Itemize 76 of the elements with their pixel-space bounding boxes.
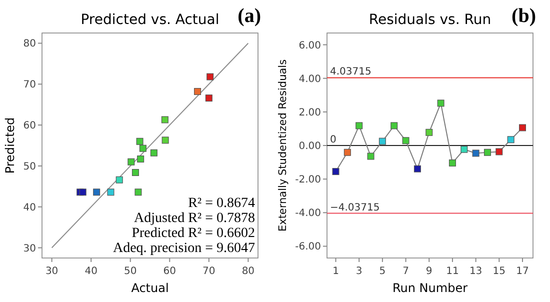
annotation: R² = 0.8674 [188, 196, 255, 211]
point [134, 188, 142, 196]
point [437, 100, 444, 107]
x-axis-title: Run Number [392, 281, 468, 295]
point [136, 138, 144, 145]
point [414, 165, 421, 172]
y-tick-label: -4.00 [295, 208, 321, 220]
point [161, 116, 168, 124]
point [139, 144, 146, 152]
point [448, 159, 456, 166]
x-tick-label: 7 [402, 266, 409, 277]
y-tick-label: -6.00 [295, 242, 321, 253]
point [484, 148, 491, 156]
point [93, 188, 100, 196]
point [378, 138, 386, 145]
text: (a) [238, 5, 261, 27]
y-tick-label: 2.00 [298, 107, 321, 118]
point [496, 148, 503, 156]
text: (b) [512, 5, 536, 27]
y-tick-label: -2.00 [295, 174, 321, 186]
point [402, 137, 410, 144]
point [344, 148, 351, 156]
y-axis-title: Predicted [3, 117, 17, 174]
x-tick-label: 30 [45, 266, 58, 277]
x-tick-label: 15 [492, 266, 506, 277]
point [150, 149, 158, 156]
point [162, 136, 169, 144]
point [426, 128, 433, 136]
point [132, 169, 139, 176]
point [507, 136, 514, 144]
ref-line-label: −4.03715 [330, 202, 380, 214]
x-tick-label: 9 [426, 266, 432, 277]
y-tick-label: 30 [23, 243, 36, 254]
y-tick-label: 4.00 [298, 74, 321, 85]
point [518, 124, 526, 132]
x-axis-title: Actual [131, 281, 169, 295]
x-tick-label: 11 [446, 266, 459, 277]
annotation: Predicted R² = 0.6602 [132, 226, 255, 241]
y-axis-title: Externally Studentized Residuals [277, 59, 289, 232]
point [194, 88, 202, 95]
ref-line-label: 0 [330, 134, 336, 146]
x-tick-label: 70 [202, 266, 216, 277]
point [356, 122, 363, 130]
x-tick-label: 17 [516, 266, 529, 277]
x-tick-label: 40 [84, 266, 98, 277]
x-tick-label: 5 [379, 266, 386, 277]
point [79, 188, 86, 196]
annotation: Adeq. precision = 9.6047 [112, 241, 255, 256]
x-tick-label: 3 [356, 266, 362, 277]
point [128, 158, 135, 166]
x-tick-label: 1 [332, 266, 339, 277]
x-tick-label: 13 [469, 266, 482, 277]
point [205, 94, 212, 102]
point [116, 176, 123, 184]
y-tick-label: 70 [23, 80, 36, 91]
point [460, 146, 468, 153]
point [332, 168, 340, 176]
chart-title: Residuals vs. Run [368, 12, 492, 28]
y-tick-label: 0.00 [298, 141, 321, 152]
chart-title: Predicted vs. Actual [80, 12, 220, 28]
point [206, 73, 214, 80]
point [137, 156, 144, 162]
point [367, 152, 374, 160]
y-tick-label: 80 [23, 38, 36, 50]
point [390, 122, 398, 130]
y-tick-label: 60 [23, 120, 36, 132]
x-tick-label: 60 [163, 266, 176, 277]
x-tick-label: 80 [242, 266, 255, 277]
point [472, 150, 480, 157]
annotation: Adjusted R² = 0.7878 [134, 211, 255, 226]
point [107, 188, 114, 196]
ref-line-label: 4.03715 [330, 66, 372, 78]
y-tick-label: 6.00 [298, 40, 321, 52]
y-tick-label: 40 [23, 202, 36, 214]
y-tick-label: 50 [23, 161, 36, 172]
x-tick-label: 50 [124, 266, 137, 277]
